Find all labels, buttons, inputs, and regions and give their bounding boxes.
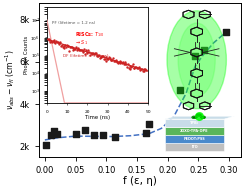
Point xyxy=(92,133,96,136)
Point xyxy=(52,130,56,133)
Point xyxy=(113,135,117,138)
Point xyxy=(224,31,228,34)
Point xyxy=(147,123,151,126)
Point xyxy=(193,54,197,57)
X-axis label: f (ε, η): f (ε, η) xyxy=(123,176,157,186)
Point xyxy=(55,132,59,135)
Point xyxy=(74,132,78,135)
Point xyxy=(144,131,148,134)
Point xyxy=(203,49,206,52)
Point xyxy=(101,133,105,136)
Y-axis label: $\mathit{\nu}_{abs} - \mathit{\nu}_{fl}\ \mathrm{(cm^{-1})}$: $\mathit{\nu}_{abs} - \mathit{\nu}_{fl}\… xyxy=(3,49,17,110)
Point xyxy=(44,144,48,147)
Point xyxy=(83,129,87,132)
Point xyxy=(49,133,53,136)
Point xyxy=(178,89,182,92)
